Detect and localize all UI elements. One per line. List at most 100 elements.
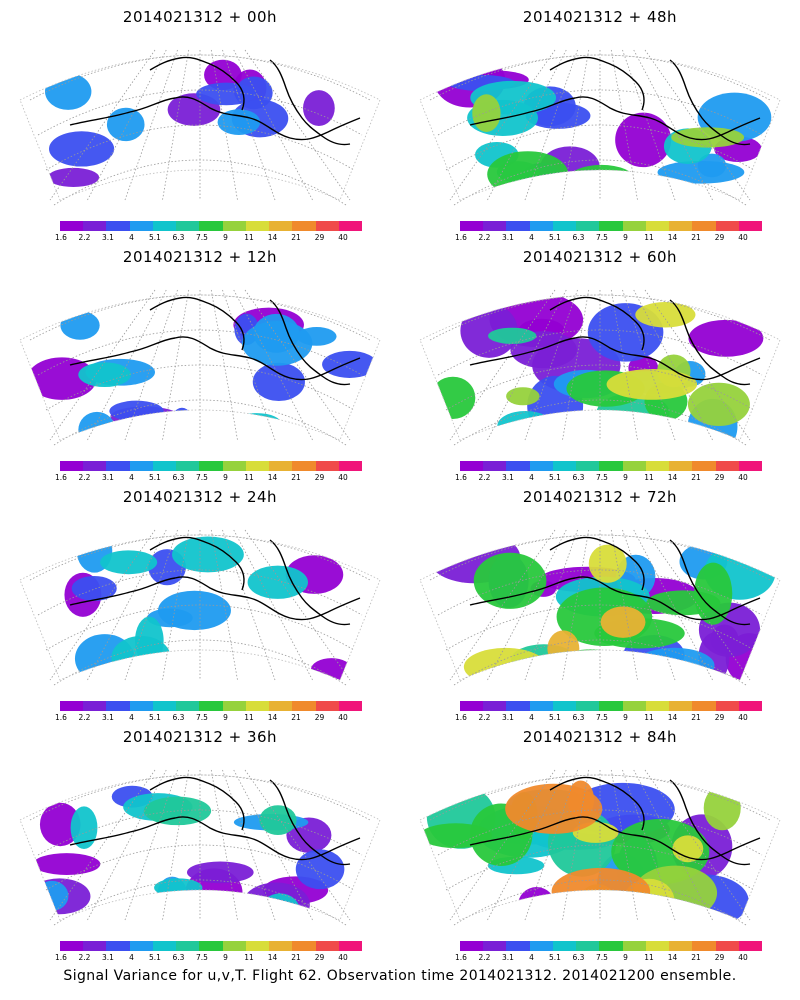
variance-contour	[544, 649, 637, 680]
colorbar-swatch	[738, 701, 763, 711]
colorbar-swatch	[460, 221, 484, 231]
variance-contour	[606, 369, 698, 400]
variance-contour	[687, 382, 750, 426]
colorbar-tick-label: 9	[223, 953, 228, 962]
colorbar-swatch	[692, 941, 716, 951]
variance-map	[419, 529, 781, 686]
colorbar-tick-label: 7.5	[596, 473, 608, 482]
variance-contour	[71, 575, 117, 601]
coastline	[69, 536, 361, 626]
colorbar-tick-label: 40	[338, 233, 348, 242]
variance-contour	[497, 411, 554, 440]
variance-map	[19, 289, 381, 446]
variance-contour	[460, 303, 518, 358]
colorbar-swatch	[529, 461, 553, 471]
colorbar-swatch	[692, 221, 716, 231]
variance-contour	[610, 898, 650, 920]
colorbar-swatch	[738, 461, 763, 471]
colorbar-swatch	[645, 461, 670, 471]
colorbar-swatch	[715, 941, 739, 951]
colorbar-tick-label: 14	[267, 473, 278, 482]
variance-contour	[203, 653, 253, 673]
colorbar-swatch	[222, 221, 246, 231]
colorbar-tick-label: 6.3	[572, 953, 585, 962]
colorbar	[460, 221, 763, 231]
colorbar-swatch	[129, 701, 153, 711]
colorbar-swatch	[529, 221, 553, 231]
variance-contour	[260, 893, 301, 920]
colorbar-swatch	[483, 461, 507, 471]
lat-lon-grid	[29, 529, 371, 686]
colorbar-swatch	[152, 941, 177, 951]
colorbar	[60, 221, 363, 231]
map-panel: 2014021312 + 24h 1.6 2.2 3.1 4 5.1 6.3 7.5 9 11 14…	[0, 480, 400, 723]
variance-contour	[247, 565, 308, 599]
colorbar-tick-label: 5.1	[549, 713, 561, 722]
colorbar-swatch	[552, 221, 577, 231]
colorbar-swatch	[645, 701, 670, 711]
variance-contour	[488, 327, 537, 344]
colorbar-swatch	[599, 701, 623, 711]
colorbar-swatch	[483, 701, 507, 711]
variance-contour	[109, 400, 164, 422]
panel-title: 2014021312 + 00h	[122, 8, 278, 26]
colorbar-tick-label: 40	[738, 233, 748, 242]
colorbar-swatch	[199, 461, 223, 471]
colorbar-tick-label: 7.5	[596, 953, 608, 962]
figure-caption: Signal Variance for u,v,T. Flight 62. Ob…	[63, 968, 737, 984]
colorbar-tick-label: 40	[338, 473, 348, 482]
panel-title: 2014021312 + 48h	[522, 8, 678, 26]
colorbar-swatch	[245, 221, 270, 231]
colorbar-tick-label: 1.6	[455, 473, 467, 482]
colorbar-swatch	[576, 701, 600, 711]
variance-contour	[563, 176, 600, 200]
colorbar-tick-label: 6.3	[172, 713, 185, 722]
variance-contour	[517, 886, 556, 920]
colorbar-swatch	[506, 221, 530, 231]
colorbar-swatch	[292, 941, 316, 951]
colorbar-swatch	[292, 221, 316, 231]
map-boundary	[19, 774, 381, 921]
map-boundary	[19, 534, 381, 681]
colorbar-swatch	[222, 701, 246, 711]
map-boundary	[19, 294, 381, 441]
colorbar-tick-label: 3.1	[102, 473, 114, 482]
colorbar-tick-label: 14	[667, 473, 678, 482]
variance-contour	[49, 131, 115, 167]
colorbar-tick-labels: 1.6 2.2 3.1 4 5.1 6.3 7.5 9 11 14 21 29 40	[55, 953, 367, 963]
colorbar-tick-label: 4	[129, 953, 134, 962]
map-boundary	[419, 294, 781, 441]
variance-contour	[635, 302, 696, 328]
colorbar-tick-label: 7.5	[196, 473, 208, 482]
colorbar-tick-label: 5.1	[149, 473, 161, 482]
colorbar-tick-label: 14	[267, 953, 278, 962]
colorbar-swatch	[176, 461, 200, 471]
colorbar-tick-label: 7.5	[596, 713, 608, 722]
colorbar-swatch	[552, 701, 577, 711]
colorbar-swatch	[129, 221, 153, 231]
variance-contour	[568, 164, 635, 193]
lat-lon-grid	[29, 289, 371, 446]
colorbar-tick-label: 29	[714, 473, 725, 482]
colorbar-tick-label: 5.1	[549, 953, 561, 962]
colorbar-swatch	[199, 221, 223, 231]
panel-title: 2014021312 + 60h	[522, 248, 678, 266]
colorbar-tick-label: 21	[291, 953, 301, 962]
colorbar-tick-label: 14	[267, 713, 278, 722]
lat-lon-grid	[429, 289, 771, 446]
colorbar-swatch	[715, 461, 739, 471]
variance-contour	[672, 835, 704, 863]
colorbar-swatch	[106, 941, 130, 951]
colorbar-swatch	[269, 461, 293, 471]
colorbar-swatch	[645, 941, 670, 951]
colorbar-swatch	[106, 461, 130, 471]
colorbar-tick-label: 11	[244, 473, 254, 482]
colorbar-swatch	[692, 461, 716, 471]
colorbar-tick-labels: 1.6 2.2 3.1 4 5.1 6.3 7.5 9 11 14 21 29 40	[55, 713, 367, 723]
colorbar-tick-label: 9	[623, 473, 628, 482]
colorbar	[460, 701, 763, 711]
colorbar-tick-label: 1.6	[55, 953, 67, 962]
colorbar-tick-label: 1.6	[455, 233, 467, 242]
colorbar	[460, 941, 763, 951]
colorbar-swatch	[552, 461, 577, 471]
